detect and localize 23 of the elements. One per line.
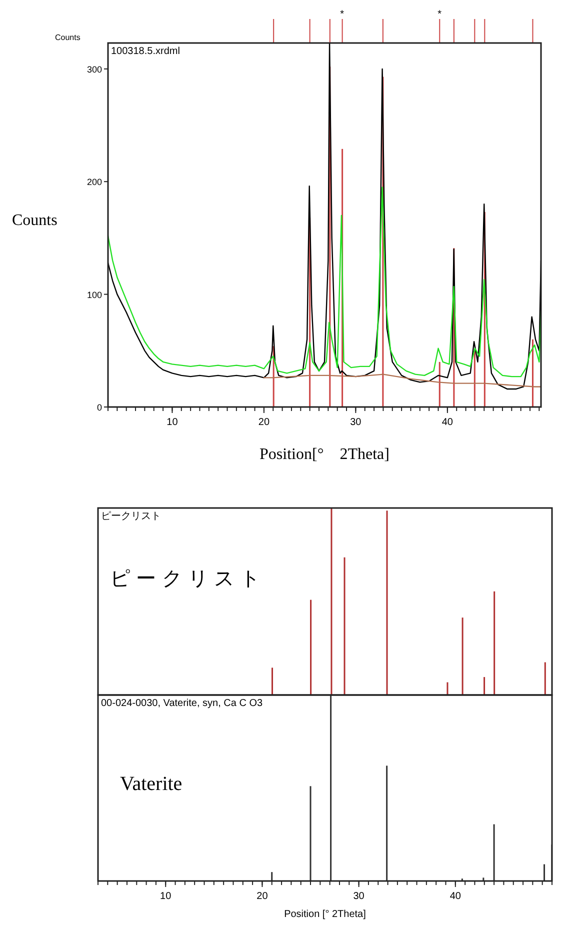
x-tick-label: 40 <box>442 417 454 428</box>
y-axis-title: Counts <box>12 212 58 229</box>
chart-title: ピークリスト <box>101 511 161 522</box>
annotation: * <box>438 9 442 20</box>
x-axis-title: Position [° 2Theta] <box>284 909 366 920</box>
chart-title: 00-024-0030, Vaterite, syn, Ca C O3 <box>101 698 264 709</box>
x-tick-label: 10 <box>166 417 178 428</box>
x-tick-label: 20 <box>256 891 268 902</box>
x-tick-label: 40 <box>450 891 462 902</box>
annotation: * <box>340 9 344 20</box>
y-tick-label: 200 <box>86 177 102 188</box>
y-tick-label: 300 <box>86 64 102 74</box>
x-axis-title: Position[° 2Theta] <box>260 446 390 463</box>
x-tick-label: 30 <box>353 891 365 902</box>
y-tick-label: 100 <box>86 290 102 300</box>
chart-title: 100318.5.xrdml <box>111 46 180 57</box>
text: Counts <box>55 33 80 42</box>
x-tick-label: 30 <box>350 417 362 428</box>
annotation: Vaterite <box>120 773 182 795</box>
y-tick-label: 0 <box>96 402 102 412</box>
annotation: ピークリスト <box>110 568 266 590</box>
x-tick-label: 10 <box>160 891 172 902</box>
x-tick-label: 20 <box>258 417 270 428</box>
